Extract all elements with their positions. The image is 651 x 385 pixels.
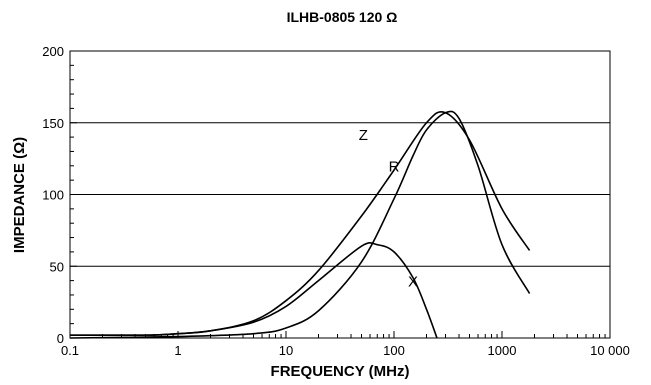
series-line-z	[69, 110, 531, 337]
y-tick-label: 0	[57, 331, 64, 346]
y-tick-label: 200	[42, 44, 64, 59]
series-label-x: X	[408, 273, 418, 290]
y-axis-title: IMPEDANCE (Ω)	[11, 137, 28, 253]
chart-title: ILHB-0805 120 Ω	[287, 9, 398, 25]
series-lines	[69, 110, 531, 339]
grid-lines	[70, 122, 610, 267]
x-axis-title: FREQUENCY (MHz)	[271, 363, 410, 380]
x-tick-label: 10	[279, 343, 293, 358]
y-tick-label: 150	[42, 116, 64, 131]
x-tick-label: 10 000	[590, 343, 630, 358]
series-label-z: Z	[359, 127, 368, 144]
series-line-x	[69, 242, 438, 339]
x-tick-label: 0.1	[61, 343, 79, 358]
y-tick-labels: 0 50 100 150 200	[42, 44, 64, 346]
series-line-r	[69, 110, 531, 339]
series-label-r: R	[389, 159, 400, 176]
x-tick-label: 1000	[488, 343, 517, 358]
y-tick-label: 50	[50, 259, 64, 274]
x-tick-label: 1	[174, 343, 181, 358]
x-tick-label: 100	[383, 343, 405, 358]
series-labels: Z R X	[359, 127, 418, 290]
x-tick-labels: 0.1 1 10 100 1000 10 000	[61, 343, 630, 358]
y-tick-label: 100	[42, 188, 64, 203]
